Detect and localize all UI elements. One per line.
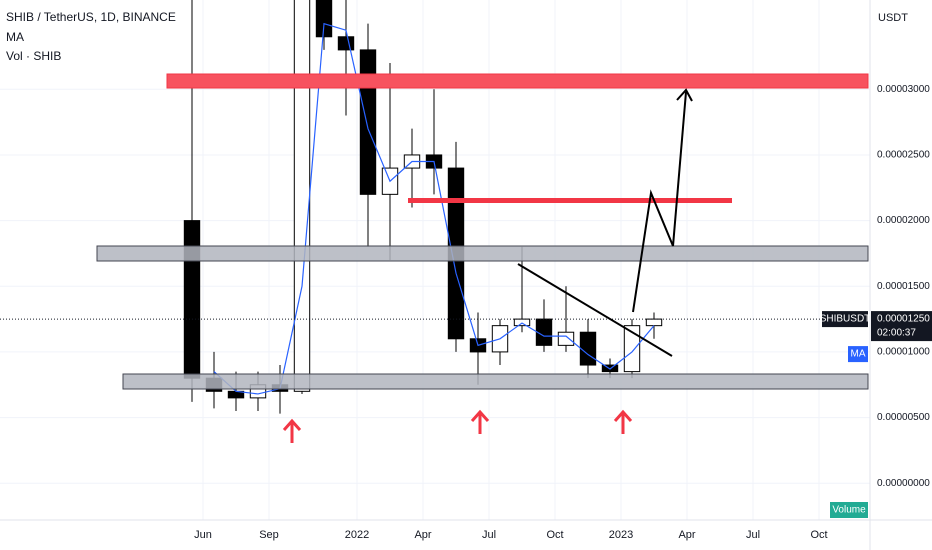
up-arrow: [282, 418, 302, 443]
up-arrows: [282, 409, 633, 443]
arrow-head: [676, 88, 693, 102]
candle-body: [183, 220, 201, 379]
y-tick-label: 0.00000500: [877, 412, 930, 423]
legend-ma: MA: [6, 30, 24, 44]
projection: [632, 91, 687, 313]
moving-average: [213, 22, 655, 395]
x-tick-label: Oct: [810, 529, 827, 541]
countdown: 02:00:37: [877, 328, 916, 339]
candle-body: [359, 49, 377, 195]
up-arrow: [613, 409, 633, 434]
trendline: [517, 263, 673, 357]
support-zone: [122, 373, 869, 390]
support-zone: [96, 245, 869, 262]
ma-badge-label: MA: [851, 349, 866, 360]
last-price-label: 0.00001250: [877, 314, 930, 325]
symbol-badge: [822, 311, 868, 328]
last-price-badge: [871, 311, 932, 342]
x-tick-label: Apr: [414, 529, 431, 541]
y-tick-label: 0.00001000: [877, 347, 930, 358]
y-tick-label: 0.00003000: [877, 84, 930, 95]
ma-badge: [848, 346, 868, 363]
x-tick-label: Jun: [194, 529, 212, 541]
x-tick-label: Sep: [259, 529, 279, 541]
x-tick-label: Jul: [482, 529, 496, 541]
candle-body: [645, 318, 663, 327]
x-tick-label: Apr: [678, 529, 695, 541]
volume-badge-label: Volume: [832, 505, 866, 516]
x-tick-label: 2023: [609, 529, 633, 541]
x-tick-label: Oct: [546, 529, 563, 541]
candle-body: [579, 331, 597, 366]
resistance-zone: [166, 73, 869, 89]
y-axis-unit: USDT: [878, 12, 908, 24]
resistance-line: [408, 198, 732, 203]
candle-body: [337, 36, 355, 51]
chart-title: SHIB / TetherUS, 1D, BINANCE: [6, 10, 176, 24]
y-tick-label: 0.00002000: [877, 215, 930, 226]
x-tick-label: 2022: [345, 529, 369, 541]
y-tick-label: 0.00001500: [877, 281, 930, 292]
y-tick-label: 0.00002500: [877, 150, 930, 161]
candle-body: [535, 318, 553, 346]
candle-body: [315, 0, 333, 38]
y-tick-label: 0.00000000: [877, 478, 930, 489]
candle-body: [557, 331, 575, 346]
candle-body: [623, 325, 641, 373]
x-tick-label: Jul: [746, 529, 760, 541]
symbol-label: SHIBUSDT: [820, 314, 871, 325]
up-arrow: [470, 409, 490, 434]
annotations: [96, 73, 869, 443]
volume-badge: [830, 502, 868, 518]
candle-body: [293, 0, 311, 392]
axes: 0.00000000 0.00000500 0.00001000 0.00001500…: [194, 84, 932, 541]
legend-volume: Vol · SHIB: [6, 49, 61, 63]
